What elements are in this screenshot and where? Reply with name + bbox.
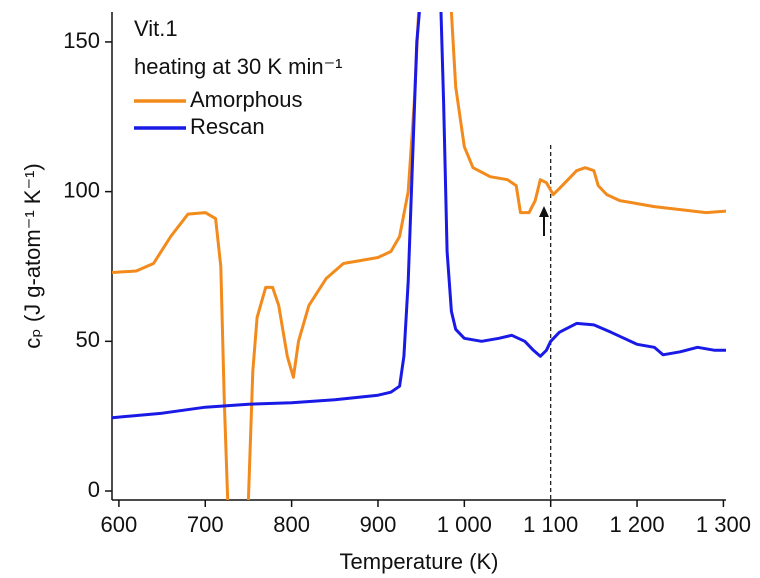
x-tick-label: 1 100 [523, 512, 578, 537]
arrow-head [539, 206, 549, 217]
y-tick-label: 50 [76, 327, 100, 352]
legend-label: Rescan [190, 114, 265, 139]
x-tick-label: 800 [273, 512, 310, 537]
y-tick-label: 0 [88, 477, 100, 502]
y-tick-label: 150 [63, 28, 100, 53]
legend-label: Amorphous [190, 87, 303, 112]
y-tick-label: 100 [63, 177, 100, 202]
series-line [112, 12, 726, 500]
series-line [112, 12, 726, 420]
x-tick-label: 900 [360, 512, 397, 537]
x-tick-label: 1 300 [696, 512, 751, 537]
annotation: heating at 30 K min⁻¹ [134, 54, 343, 79]
annotation: Vit.1 [134, 16, 178, 41]
y-axis-label: cₚ (J g-atom⁻¹ K⁻¹) [20, 163, 45, 348]
x-tick-label: 1 000 [437, 512, 492, 537]
x-tick-label: 1 200 [610, 512, 665, 537]
x-axis-label: Temperature (K) [340, 549, 499, 574]
x-tick-label: 600 [101, 512, 138, 537]
x-tick-label: 700 [187, 512, 224, 537]
